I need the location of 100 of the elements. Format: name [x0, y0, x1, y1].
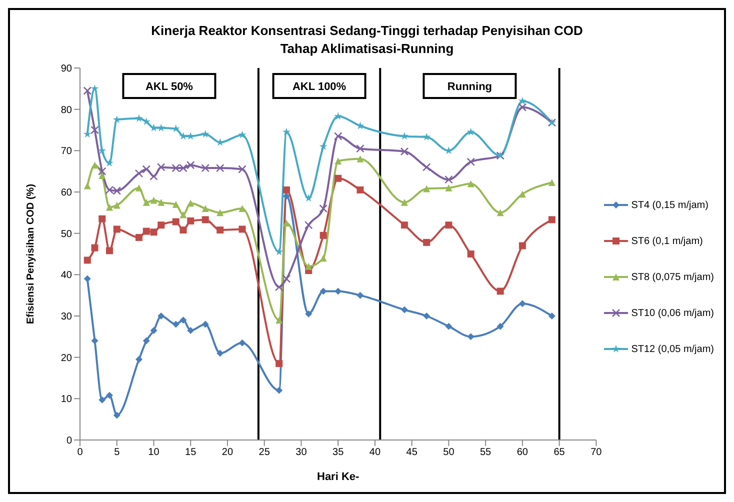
point [400, 306, 408, 314]
point [150, 326, 158, 334]
point [113, 202, 120, 209]
point [423, 238, 430, 246]
chart-subtitle: Tahap Aklimatisasi-Running [279, 40, 455, 58]
x-tick-label: 60 [516, 447, 528, 458]
label-box: Running [422, 73, 517, 99]
point [305, 262, 312, 270]
point [282, 128, 290, 136]
x-tick-label: 45 [406, 447, 418, 458]
x-tick-label: 20 [222, 447, 234, 458]
point [142, 337, 150, 344]
point [422, 132, 431, 140]
legend-label: ST6 (0,1 m/jam) [631, 236, 703, 246]
annotation: AKL 100% [292, 81, 346, 93]
point [238, 130, 246, 138]
point [334, 174, 342, 182]
annotation: AKL 50% [145, 81, 194, 93]
point [400, 147, 409, 156]
point [274, 282, 284, 292]
point [187, 326, 194, 334]
point [216, 164, 224, 172]
x-tick-label: 40 [369, 447, 381, 458]
point [158, 312, 165, 320]
point [216, 209, 224, 216]
point [320, 288, 327, 295]
point [158, 198, 165, 206]
y-tick-label: 0 [66, 436, 72, 447]
point [150, 228, 158, 236]
point [106, 247, 113, 254]
point [467, 250, 474, 258]
x-tick-label: 15 [185, 447, 197, 458]
point [202, 320, 209, 328]
point [172, 200, 180, 208]
point [180, 226, 187, 234]
x-tick-label: 70 [590, 447, 602, 458]
point [305, 310, 312, 318]
label-box: AKL 50% [122, 73, 216, 99]
point [518, 242, 526, 250]
point [142, 228, 150, 235]
legend-label: ST8 (0,075 m/jam) [631, 272, 714, 282]
point [180, 316, 187, 324]
y-tick-label: 60 [60, 188, 72, 199]
point [135, 184, 142, 192]
point [445, 322, 452, 330]
point [423, 312, 430, 320]
point [91, 162, 98, 169]
point [423, 185, 430, 192]
point [238, 165, 246, 174]
point [466, 158, 475, 166]
y-axis-title: Efisiensi Penyisihan COD (%) [26, 184, 37, 324]
point [158, 222, 165, 229]
point [334, 112, 342, 120]
point [282, 186, 290, 194]
point [276, 360, 283, 368]
point [356, 186, 364, 194]
point [320, 232, 327, 239]
point [282, 192, 290, 200]
x-axis-title: Hari Ke- [317, 471, 360, 483]
point [180, 211, 187, 218]
point [150, 172, 158, 180]
annotation: Running [447, 81, 492, 93]
point [496, 288, 504, 295]
y-tick-label: 80 [60, 104, 72, 116]
point [106, 204, 113, 211]
point [98, 146, 106, 154]
point [135, 356, 142, 363]
point [356, 155, 364, 162]
point [156, 163, 166, 172]
point [202, 216, 209, 224]
point [150, 196, 158, 204]
x-tick-label: 5 [114, 447, 120, 458]
point [319, 142, 328, 150]
point [172, 320, 180, 328]
point [518, 103, 527, 112]
point [467, 333, 474, 340]
point [135, 114, 143, 122]
point [142, 198, 150, 206]
y-tick-label: 30 [60, 312, 72, 323]
point [334, 158, 342, 164]
point [112, 115, 121, 124]
y-tick-label: 90 [60, 64, 72, 75]
point [216, 350, 224, 357]
point [548, 312, 556, 320]
legend-label: ST10 (0,06 m/jam) [631, 308, 714, 318]
x-tick-label: 0 [77, 447, 84, 458]
y-tick-label: 20 [60, 352, 72, 364]
point [518, 300, 526, 308]
point [187, 217, 194, 224]
chart-title: Kinerja Reaktor Konsentrasi Sedang-Tinggi terhadap Penyisihan COD [150, 22, 584, 40]
point [518, 190, 526, 198]
point [238, 226, 246, 233]
point [98, 172, 106, 179]
point [445, 184, 452, 192]
point [84, 182, 91, 190]
point [319, 204, 328, 213]
point [400, 222, 408, 229]
point [106, 392, 113, 399]
point [548, 216, 556, 224]
point [466, 128, 475, 136]
